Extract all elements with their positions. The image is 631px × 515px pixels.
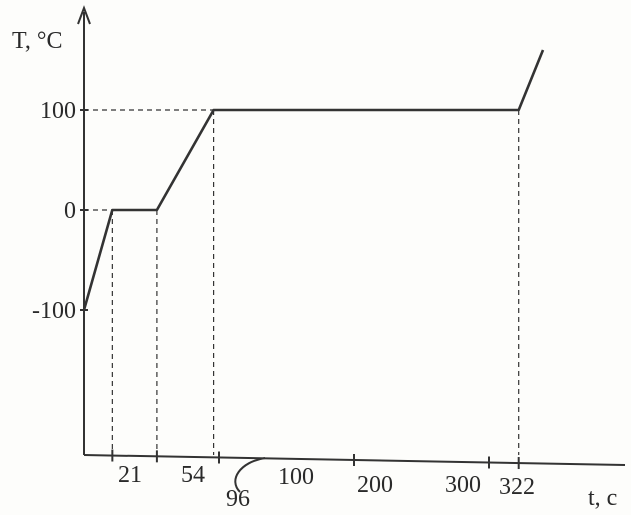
series (82, 49, 545, 311)
x-tick-label-21: 21 (118, 462, 142, 488)
series-line (82, 49, 545, 311)
y-tick-label-0: 0 (64, 198, 76, 224)
x-tick-label-200: 200 (357, 472, 393, 498)
x-tick-label-322: 322 (499, 474, 535, 500)
y-tick-label-100: 100 (40, 98, 76, 124)
y-axis-label: T, °C (12, 28, 62, 54)
y-tick-label--100: -100 (32, 298, 76, 324)
x-tick-label-54: 54 (181, 462, 205, 488)
pointer-96 (234, 457, 266, 493)
x-axis-label: t, c (588, 485, 617, 511)
axes (77, 5, 626, 470)
y-axis-arrow (77, 5, 91, 25)
x-tick-label-300: 300 (445, 472, 481, 498)
x-tick-label-100: 100 (278, 464, 314, 490)
guide-lines (84, 109, 520, 455)
